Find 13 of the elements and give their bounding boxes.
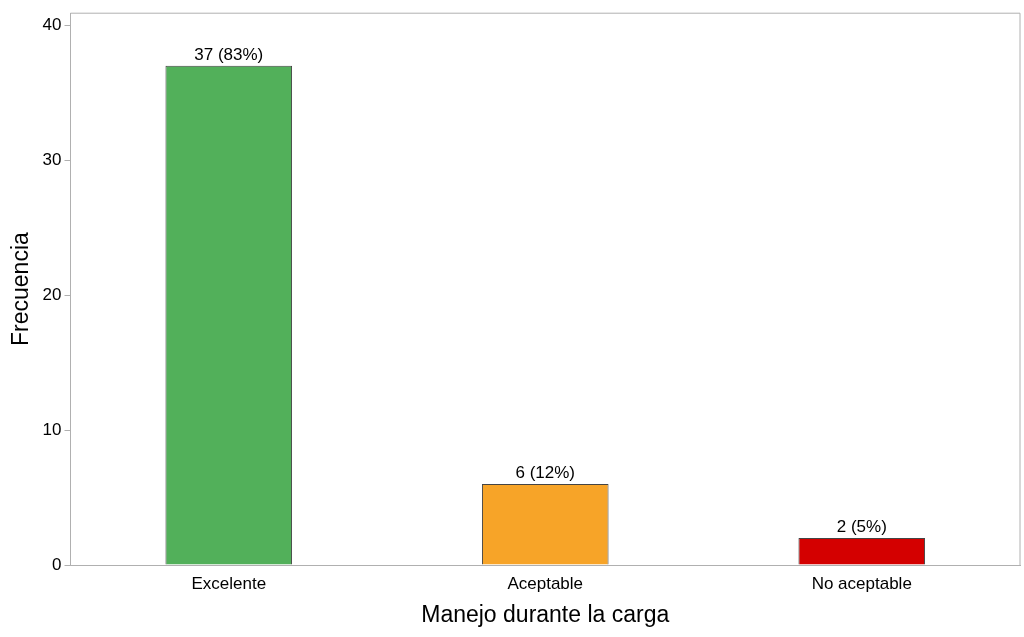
y-tick-label: 40 (42, 15, 62, 35)
y-axis-title: Frecuencia (7, 232, 34, 346)
data-label: 2 (5%) (836, 517, 887, 537)
y-tick-label: 20 (42, 284, 62, 304)
x-tick-label: No aceptable (811, 573, 912, 593)
y-tick-label: 30 (42, 149, 62, 169)
y-tick-label: 10 (42, 419, 62, 439)
data-label: 37 (83%) (194, 45, 264, 64)
x-tick-label: Excelente (191, 573, 267, 593)
x-tick-label: Aceptable (507, 573, 584, 593)
x-axis-title: Manejo durante la carga (421, 600, 670, 627)
y-tick-label: 0 (52, 554, 62, 574)
data-label: 6 (12%) (515, 463, 576, 483)
